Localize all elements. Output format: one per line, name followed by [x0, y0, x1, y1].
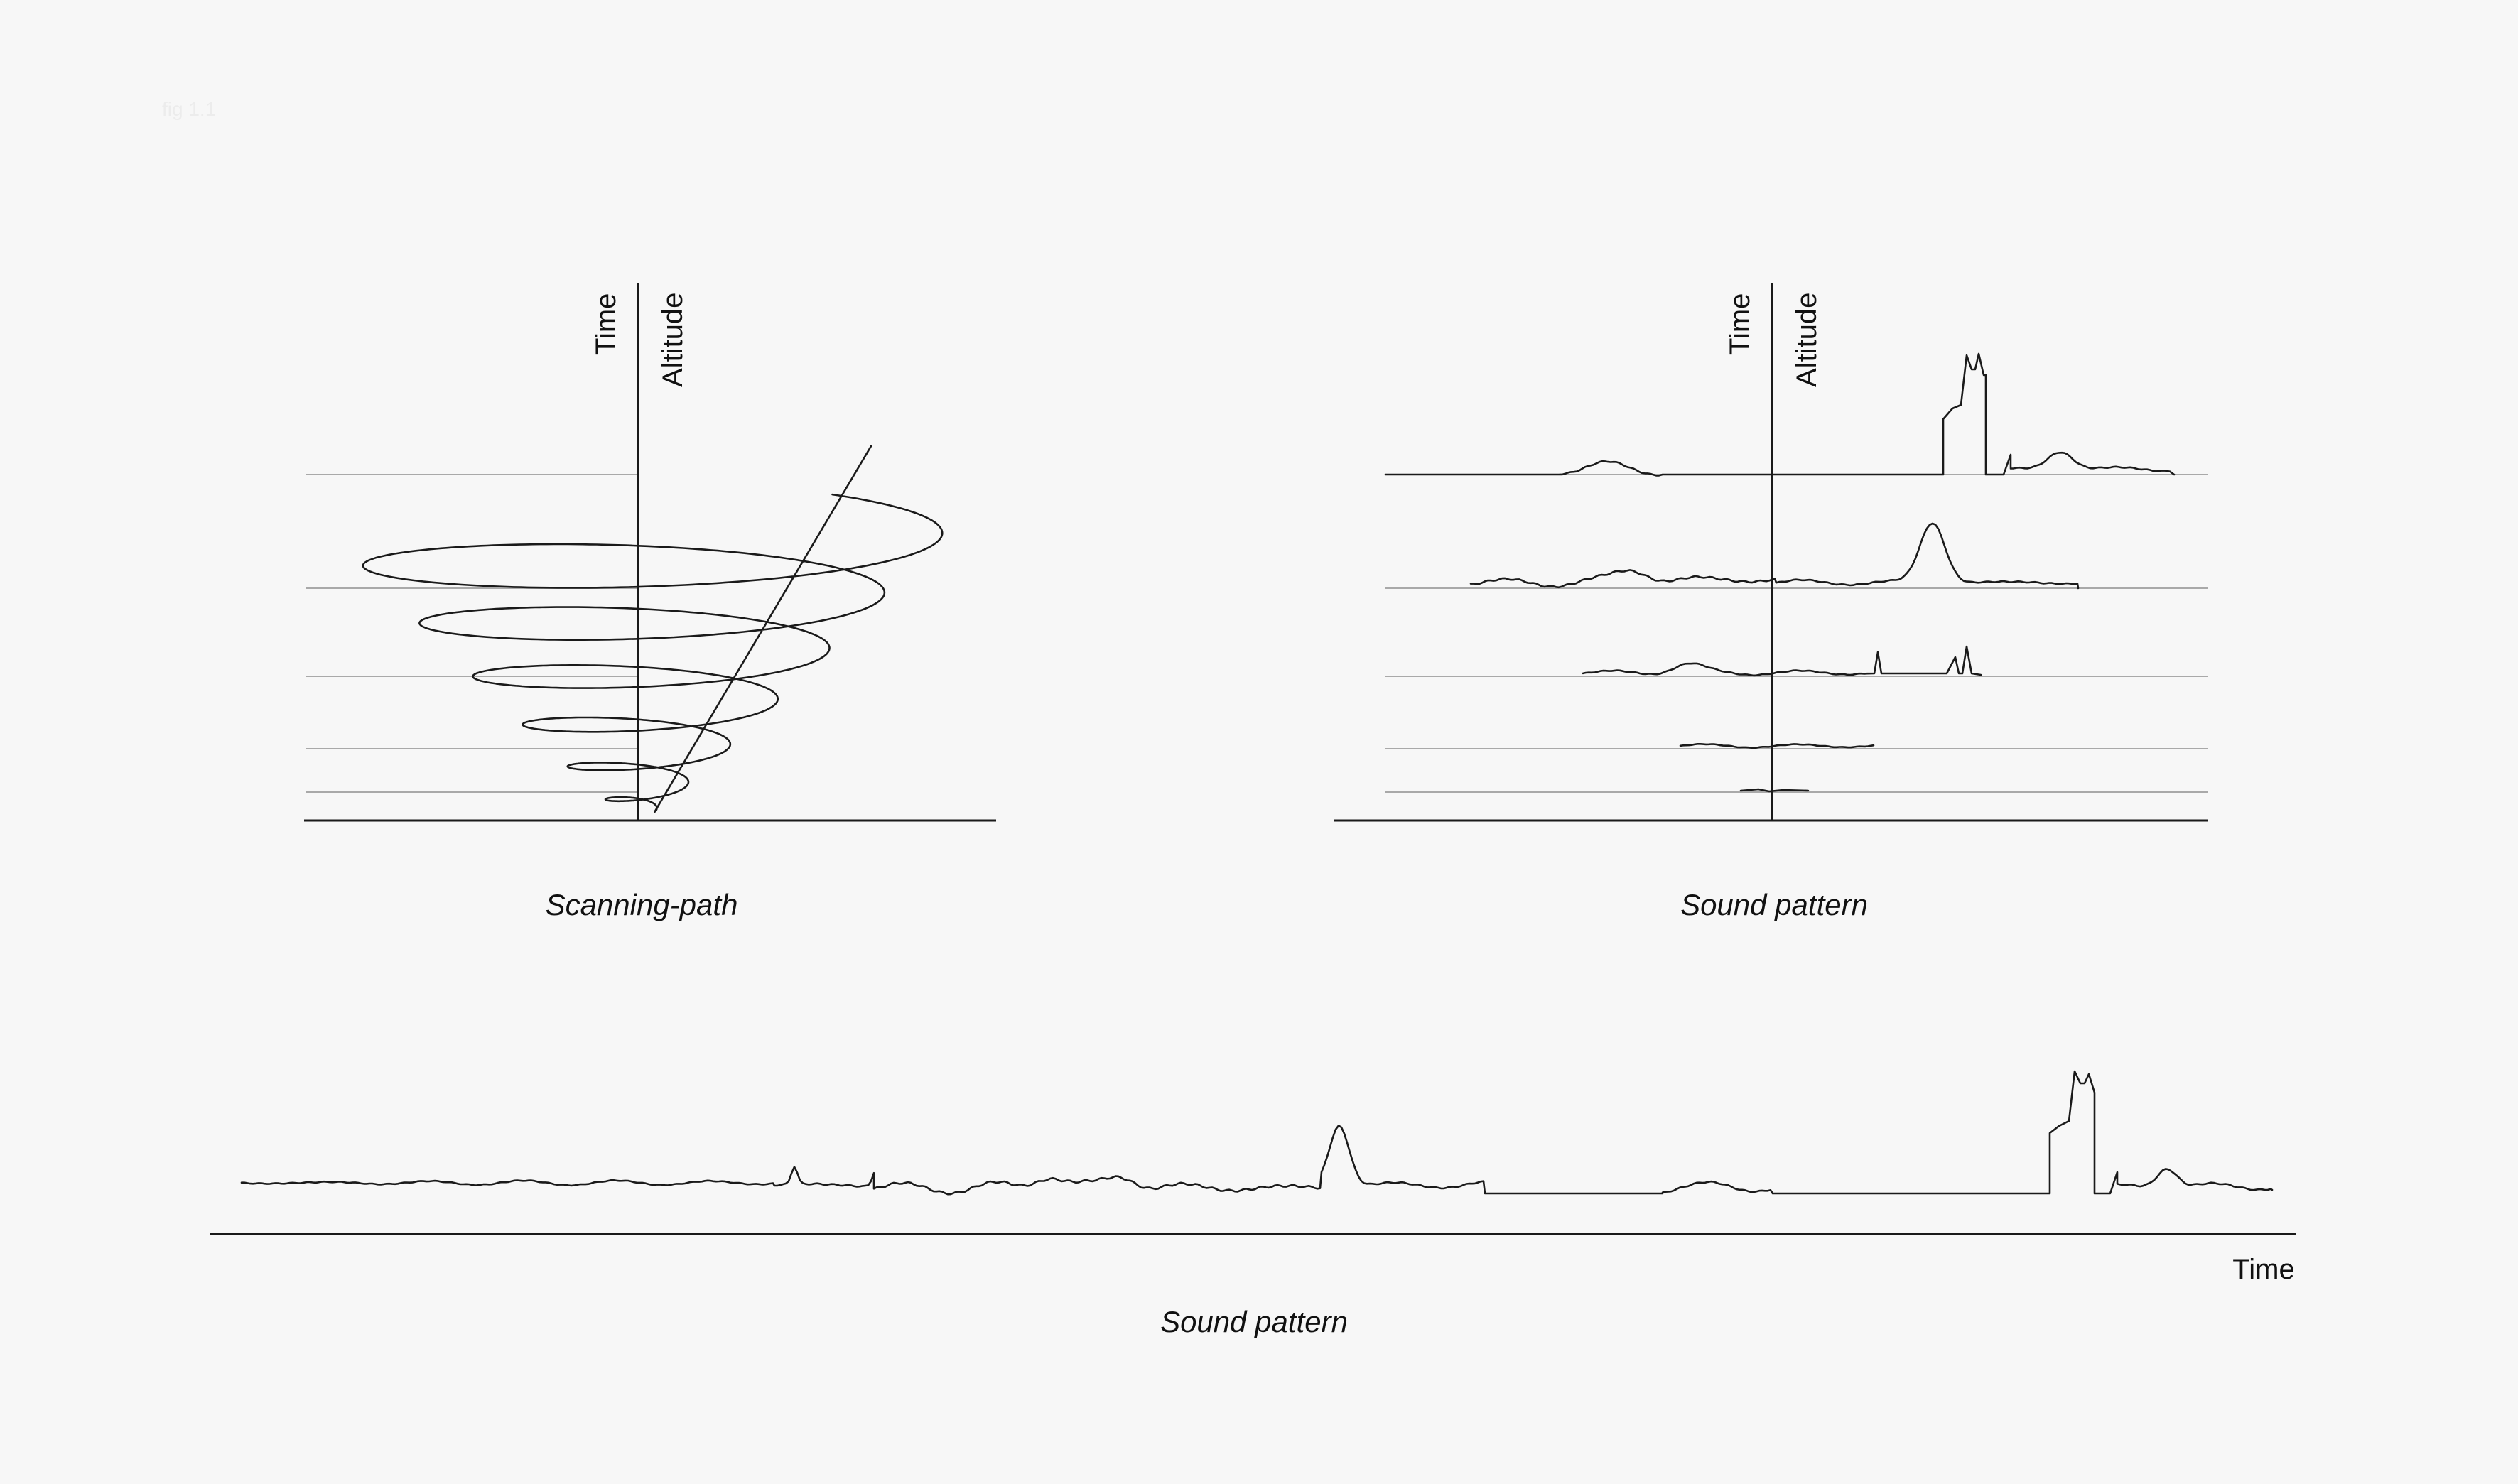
sound-stack-panel: Time Altitude Sound pattern [1334, 283, 2208, 921]
scanning-caption: Scanning-path [546, 888, 738, 921]
sound-timeline-panel: Time Sound pattern [210, 1070, 2296, 1338]
sound-trace-level-5 [1739, 788, 1810, 793]
timeline-axis-time-label: Time [2232, 1254, 2294, 1285]
stack-axis-time-label: Time [1724, 293, 1756, 355]
sound-trace-level-2 [1469, 522, 2080, 590]
sound-stack-caption: Sound pattern [1680, 888, 1868, 921]
stack-axis-altitude-label: Altitude [1791, 293, 1822, 387]
sound-trace-level-4 [1679, 743, 1875, 749]
sound-timeline-trace [240, 1070, 2274, 1196]
scanning-path-panel: Time Altitude Scanning-path [304, 283, 996, 921]
sound-trace-level-1 [1384, 352, 2176, 477]
sound-timeline-caption: Sound pattern [1160, 1305, 1348, 1338]
scanning-axis-altitude-label: Altitude [657, 293, 688, 387]
corner-mark: fig 1.1 [162, 98, 216, 120]
scanning-axis-time-label: Time [590, 293, 622, 355]
sound-trace-level-3 [1582, 645, 1982, 677]
scanning-spiral-path [362, 445, 944, 813]
